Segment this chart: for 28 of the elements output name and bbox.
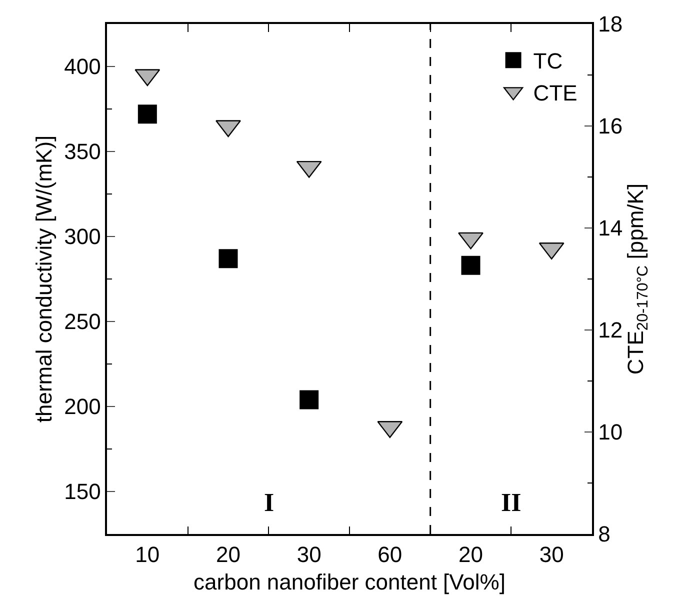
point [300, 390, 319, 410]
point [461, 256, 480, 275]
y-tick-label: 150 [64, 479, 101, 504]
legend-label: TC [533, 48, 563, 74]
x-tick-label: 20 [216, 542, 240, 568]
y2-tick-label: 14 [598, 216, 623, 241]
x-tick-label: 30 [539, 542, 564, 568]
y-tick-label: 200 [64, 394, 101, 420]
x-tick-label: 30 [296, 542, 322, 568]
point [138, 104, 157, 124]
y-tick-label: 400 [64, 54, 101, 80]
y-tick-label: 250 [64, 309, 101, 334]
y-tick-label: 300 [64, 224, 101, 250]
annotation: II [501, 488, 522, 517]
y-tick-label: 350 [64, 139, 101, 164]
x-tick-label: 60 [378, 542, 402, 568]
x-tick-label: 10 [135, 542, 160, 568]
y2-tick-label: 12 [598, 318, 623, 343]
x-tick-label: 20 [458, 542, 483, 568]
y-axis-title: thermal conductivity [W/(mK)] [31, 135, 56, 423]
y2-tick-label: 8 [598, 522, 610, 547]
legend-label: CTE [533, 80, 578, 106]
y2-tick-label: 10 [598, 420, 623, 445]
point [218, 249, 238, 268]
y2-tick-label: 18 [598, 12, 623, 37]
x-axis-title: carbon nanofiber content [Vol%] [194, 570, 506, 595]
y2-tick-label: 16 [598, 114, 623, 139]
annotation: I [264, 488, 274, 517]
